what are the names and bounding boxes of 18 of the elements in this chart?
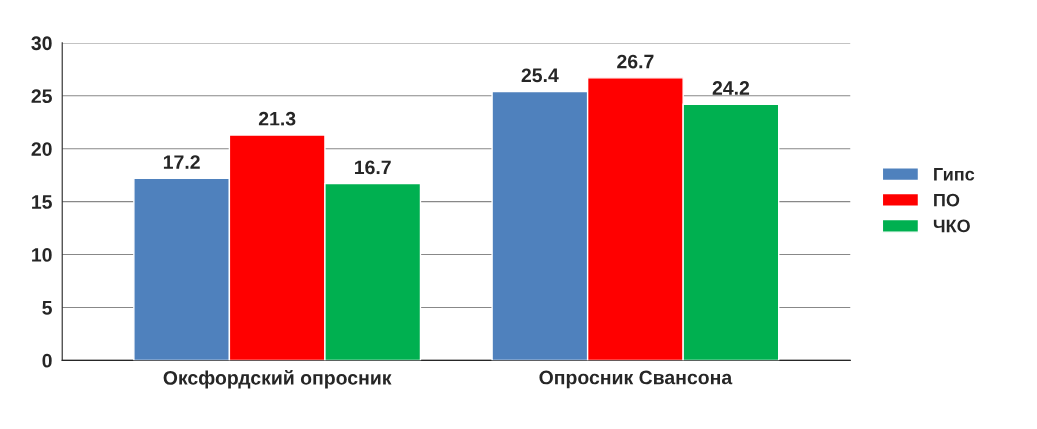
y-tick-label: 5 (42, 301, 52, 315)
data-label: 24.2 (712, 81, 750, 95)
data-label: 26.7 (617, 54, 654, 69)
x-tick-label: Оксфордский опросник (163, 370, 392, 389)
data-label: 21.3 (258, 111, 296, 126)
y-tick-label: 0 (42, 353, 52, 368)
x-tick-label: Опросник Свансона (539, 370, 733, 389)
legend-label: Гипс (934, 168, 975, 181)
legend-label: ЧКО (933, 219, 970, 233)
data-label: 16.7 (355, 160, 391, 175)
y-tick-label: 30 (31, 36, 52, 51)
legend-label: ПО (934, 193, 960, 207)
data-label: 25.4 (521, 68, 559, 83)
y-tick-label: 25 (31, 89, 52, 104)
y-tick-label: 10 (32, 248, 52, 262)
data-label: 17.2 (163, 155, 200, 169)
y-tick-label: 15 (32, 195, 52, 209)
y-tick-label: 20 (31, 142, 52, 156)
